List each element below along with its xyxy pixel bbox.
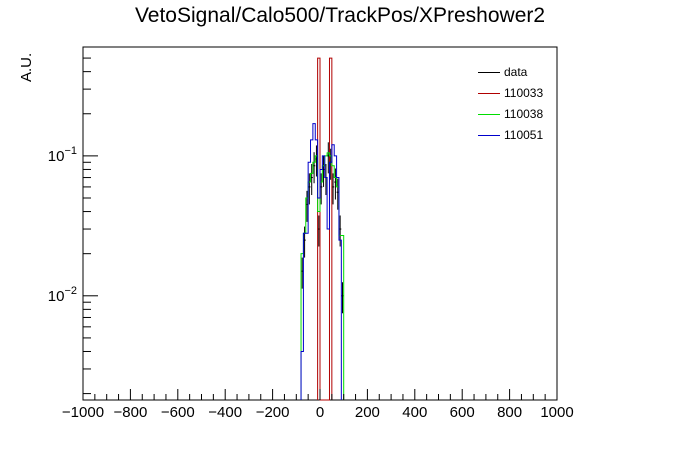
y-tick-label: 10−2 <box>48 285 77 305</box>
legend-swatch <box>478 135 500 136</box>
series-line-110051 <box>300 123 342 400</box>
x-tick-label: 800 <box>497 404 522 421</box>
series-110033 <box>317 57 333 401</box>
legend-swatch <box>478 72 500 73</box>
series-110051 <box>300 123 342 400</box>
y-tick-label: 10−1 <box>48 145 77 165</box>
x-tick-label: −800 <box>114 404 148 421</box>
x-tick-label: −1000 <box>62 404 104 421</box>
x-tick-label: −200 <box>256 404 290 421</box>
series-line-110033 <box>317 57 333 401</box>
y-axis-label: A.U. <box>18 53 35 82</box>
legend-swatch <box>478 114 500 115</box>
x-tick-label: −400 <box>208 404 242 421</box>
chart-title: VetoSignal/Calo500/TrackPos/XPreshower2 <box>134 4 546 27</box>
legend-label: 110038 <box>504 107 544 121</box>
x-tick-label: −600 <box>161 404 195 421</box>
legend-swatch <box>478 93 500 94</box>
legend-label: data <box>504 65 528 79</box>
legend-label: 110033 <box>504 86 544 100</box>
legend-label: 110051 <box>504 128 544 142</box>
x-tick-label: 1000 <box>540 404 573 421</box>
x-tick-label: 400 <box>402 404 427 421</box>
x-tick-label: 200 <box>355 404 380 421</box>
x-tick-label: 0 <box>316 404 324 421</box>
x-tick-label: 600 <box>450 404 475 421</box>
